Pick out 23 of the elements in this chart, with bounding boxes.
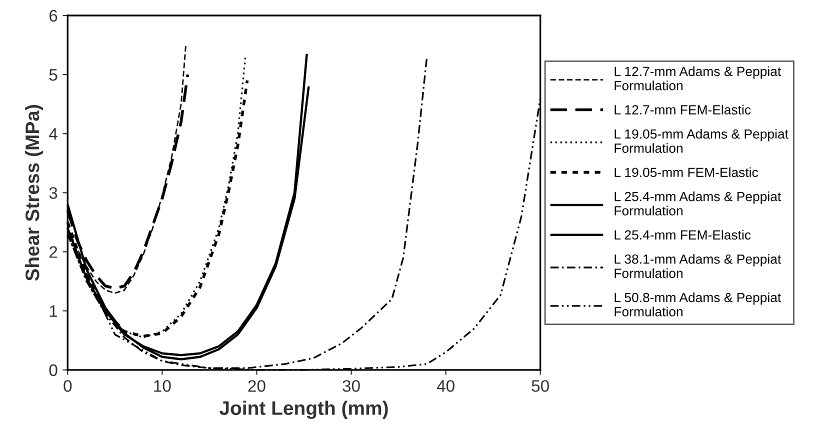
- y-axis-title: Shear Stress (MPa): [24, 105, 44, 281]
- legend-label: L 19.05-mm FEM-Elastic: [614, 167, 758, 178]
- x-tick-label: 50: [532, 380, 549, 392]
- y-tick-label: 6: [50, 10, 58, 22]
- legend-label: L 25.4-mm FEM-Elastic: [614, 230, 751, 240]
- legend-label: L 12.7-mm FEM-Elastic: [614, 104, 751, 114]
- y-tick-label: 1: [50, 305, 58, 317]
- y-tick-label: 3: [49, 187, 58, 199]
- legend-label: L 25.4-mm Adams & Peppiat Formulation: [614, 192, 782, 216]
- legend-label: L 12.7-mm Adams & Peppiat Formulation: [614, 66, 782, 90]
- x-axis-title: Joint Length (mm): [220, 400, 388, 419]
- x-tick-label: 20: [248, 380, 266, 392]
- x-tick-label: 0: [64, 380, 72, 392]
- legend-label: L 50.8-mm Adams & Peppiat Formulation: [614, 292, 782, 316]
- legend-label: L 38.1-mm Adams & Peppiat Formulation: [614, 254, 782, 278]
- y-tick-label: 4: [49, 128, 58, 140]
- x-tick-label: 40: [436, 380, 454, 392]
- legend-label: L 19.05-mm Adams & Peppiat Formulation: [614, 128, 788, 153]
- y-tick-label: 5: [49, 69, 58, 81]
- x-tick-label: 30: [342, 380, 360, 392]
- x-tick-label: 10: [154, 380, 171, 392]
- y-tick-label: 2: [49, 246, 58, 258]
- y-tick-label: 0: [49, 364, 58, 376]
